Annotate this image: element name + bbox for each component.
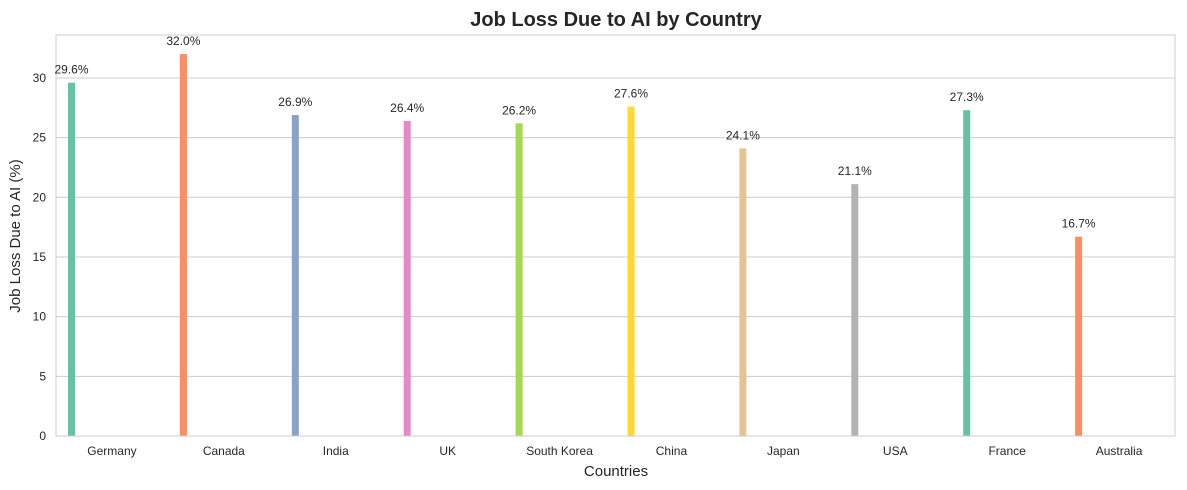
data-label: 24.1% (726, 128, 760, 142)
bar-france (963, 110, 971, 436)
data-label: 16.7% (1062, 217, 1096, 231)
x-tick-label: USA (883, 444, 908, 458)
y-tick-label: 30 (33, 71, 47, 85)
y-tick-label: 10 (33, 310, 47, 324)
x-tick-label: Canada (203, 444, 245, 458)
y-tick-labels: 0 5 10 15 20 25 30 (33, 71, 47, 443)
y-tick-label: 25 (33, 131, 47, 145)
bar-india (291, 114, 299, 437)
y-tick-label: 0 (39, 429, 46, 443)
data-label: 27.6% (614, 87, 648, 101)
data-label: 29.6% (54, 63, 88, 77)
data-label: 27.3% (950, 90, 984, 104)
x-tick-label: Germany (87, 444, 136, 458)
data-label: 26.4% (390, 101, 424, 115)
bar-uk (403, 120, 411, 436)
data-labels: 29.6% 32.0% 26.9% 26.4% 26.2% 27.6% 24.1% 21.1%… (54, 34, 1095, 231)
x-tick-label: Japan (767, 444, 800, 458)
y-tick-label: 5 (39, 369, 46, 383)
data-label: 26.9% (278, 95, 312, 109)
bar-canada (179, 54, 187, 436)
x-tick-label: UK (439, 444, 456, 458)
chart-title: Job Loss Due to AI by Country (470, 9, 762, 31)
x-tick-labels: Germany Canada India UK South Korea China Japa… (87, 444, 1142, 458)
bar-usa (851, 184, 859, 436)
x-tick-label: China (656, 444, 688, 458)
y-axis-label: Job Loss Due to AI (%) (7, 159, 24, 312)
bar-japan (739, 148, 747, 436)
bars (68, 54, 1083, 437)
bar-china (627, 106, 635, 436)
x-tick-label: Australia (1096, 444, 1143, 458)
x-axis-label: Countries (584, 463, 648, 480)
y-tick-label: 15 (33, 250, 47, 264)
x-tick-label: France (988, 444, 1026, 458)
data-label: 32.0% (166, 34, 200, 48)
bar-south-korea (515, 123, 523, 436)
data-label: 26.2% (502, 103, 536, 117)
bar-germany (68, 82, 75, 436)
bar-australia (1075, 236, 1083, 436)
x-tick-label: India (323, 444, 349, 458)
plot-frame (55, 34, 1176, 437)
y-tick-label: 20 (33, 190, 47, 204)
grid-lines (56, 77, 1175, 437)
data-label: 21.1% (838, 164, 872, 178)
x-tick-label: South Korea (526, 444, 593, 458)
